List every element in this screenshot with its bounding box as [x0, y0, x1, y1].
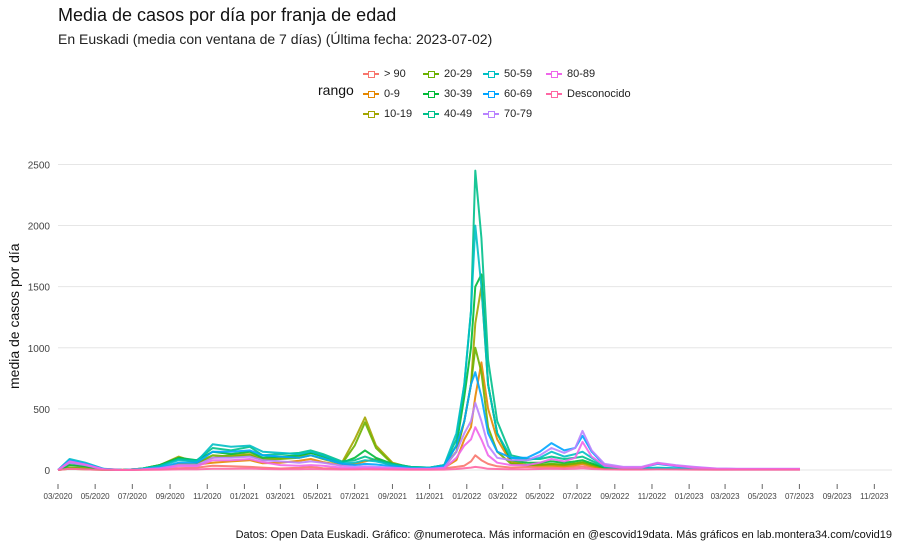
series-line-6 [57, 224, 800, 471]
legend-column: > 90 0-9 10-19 [363, 64, 412, 124]
legend-label: 30-39 [444, 88, 473, 100]
axis-ticks: 0 500 1000 1500 2000 2500 03/2020 05/2020 07/202… [28, 160, 889, 501]
legend-label: 40-49 [444, 108, 473, 120]
x-tick-label: 07/2020 [118, 492, 147, 501]
x-tick-label: 01/2022 [452, 492, 481, 501]
y-tick-label: 2000 [28, 222, 51, 233]
chart-subtitle: En Euskadi (media con ventana de 7 días)… [58, 31, 493, 47]
legend-label: 60-69 [504, 88, 533, 100]
legend-swatch-icon [423, 108, 439, 120]
legend-item: 40-49 [423, 104, 472, 124]
legend-label: 20-29 [444, 68, 473, 80]
x-tick-label: 05/2020 [81, 492, 110, 501]
legend-title: rango [318, 82, 354, 98]
x-tick-label: 11/2023 [860, 492, 889, 501]
legend-label: > 90 [384, 68, 406, 80]
x-tick-label: 07/2023 [785, 492, 814, 501]
legend-column: 80-89 Desconocido [546, 64, 631, 104]
x-tick-label: 07/2021 [340, 492, 369, 501]
legend-label: 0-9 [384, 88, 400, 100]
legend-item: > 90 [363, 64, 412, 84]
y-tick-label: 2500 [28, 160, 51, 171]
legend-swatch-icon [483, 68, 499, 80]
x-tick-label: 09/2023 [823, 492, 852, 501]
x-tick-label: 09/2022 [600, 492, 629, 501]
series-line-7 [57, 371, 800, 471]
series-line-9 [57, 426, 800, 471]
x-tick-label: 03/2022 [488, 492, 517, 501]
legend-swatch-icon [363, 68, 379, 80]
series-line-2 [57, 285, 800, 471]
legend-label: Desconocido [567, 88, 631, 100]
series-line-10 [57, 465, 800, 471]
x-tick-label: 07/2022 [563, 492, 592, 501]
legend-swatch-icon [546, 68, 562, 80]
legend-swatch-icon [363, 108, 379, 120]
y-tick-label: 0 [44, 466, 50, 477]
legend-column: 50-59 60-69 70-79 [483, 64, 532, 124]
x-tick-label: 05/2021 [303, 492, 332, 501]
x-tick-label: 05/2022 [525, 492, 554, 501]
x-tick-label: 03/2021 [266, 492, 295, 501]
x-tick-label: 11/2022 [638, 492, 667, 501]
legend-swatch-icon [423, 88, 439, 100]
legend-swatch-icon [483, 88, 499, 100]
x-tick-label: 03/2020 [44, 492, 73, 501]
y-tick-label: 500 [33, 405, 50, 416]
legend-label: 70-79 [504, 108, 533, 120]
legend-item: 50-59 [483, 64, 532, 84]
legend-item: Desconocido [546, 84, 631, 104]
legend-swatch-icon [546, 88, 562, 100]
x-tick-label: 11/2020 [193, 492, 222, 501]
x-tick-label: 11/2021 [415, 492, 444, 501]
chart-title: Media de casos por día por franja de eda… [58, 5, 397, 25]
legend-swatch-icon [423, 68, 439, 80]
series-line-1 [57, 361, 800, 471]
x-tick-label: 01/2021 [230, 492, 259, 501]
legend-item: 20-29 [423, 64, 472, 84]
chart-caption: Datos: Open Data Euskadi. Gráfico: @nume… [235, 529, 892, 541]
x-tick-label: 09/2020 [156, 492, 185, 501]
x-tick-label: 09/2021 [378, 492, 407, 501]
series-line-4 [57, 273, 800, 471]
legend-item: 30-39 [423, 84, 472, 104]
x-tick-label: 03/2023 [711, 492, 740, 501]
legend-item: 70-79 [483, 104, 532, 124]
legend-label: 80-89 [567, 68, 596, 80]
legend-column: 20-29 30-39 40-49 [423, 64, 472, 124]
y-tick-label: 1000 [28, 344, 51, 355]
y-tick-label: 1500 [28, 283, 51, 294]
series-line-5 [57, 169, 800, 471]
legend-label: 50-59 [504, 68, 533, 80]
series-lines [57, 169, 800, 471]
legend-swatch-icon [483, 108, 499, 120]
legend-swatch-icon [363, 88, 379, 100]
legend-item: 80-89 [546, 64, 631, 84]
legend-item: 10-19 [363, 104, 412, 124]
x-tick-label: 05/2023 [748, 492, 777, 501]
legend-item: 0-9 [363, 84, 412, 104]
legend-item: 60-69 [483, 84, 532, 104]
legend-label: 10-19 [384, 108, 413, 120]
x-tick-label: 01/2023 [675, 492, 704, 501]
